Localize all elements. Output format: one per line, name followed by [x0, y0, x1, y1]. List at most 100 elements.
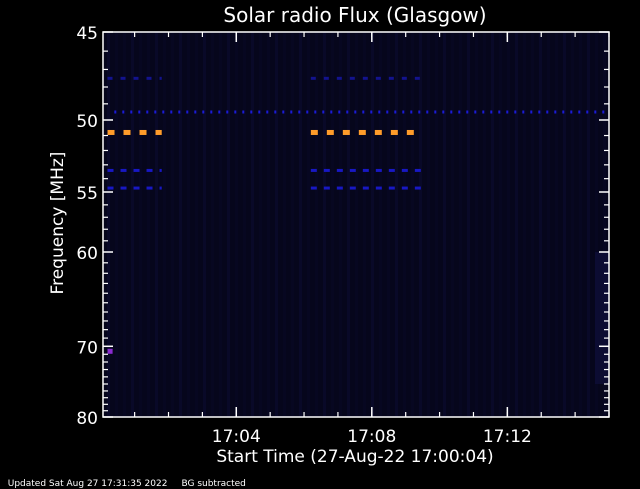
- feature-interference-49-5: [330, 110, 333, 114]
- feature-interference-49-5: [586, 110, 589, 114]
- feature-interference-53-5: [362, 168, 369, 172]
- feature-interference-54-7: [146, 186, 153, 190]
- x-tick-label: 17:08: [347, 427, 396, 447]
- spectrogram-column: [539, 32, 542, 417]
- feature-interference-49-5: [346, 110, 349, 114]
- feature-interference-47-5: [414, 76, 420, 80]
- spectrogram-column: [339, 32, 342, 417]
- feature-interference-54-7: [336, 186, 343, 190]
- feature-interference-54-7: [362, 186, 369, 190]
- spectrogram-column: [395, 32, 398, 417]
- y-tick-label: 45: [76, 24, 98, 44]
- feature-interference-49-5: [122, 110, 125, 114]
- x-axis-ticks: 17:04 17:08 17:12: [134, 32, 610, 447]
- spectrogram-column: [203, 32, 206, 417]
- feature-interference-49-5: [130, 110, 133, 114]
- feature-interference-53-5: [349, 168, 356, 172]
- feature-interference-49-5: [210, 110, 213, 114]
- feature-interference-47-5: [310, 76, 316, 80]
- feature-interference-49-5: [434, 110, 437, 114]
- feature-interference-47-5: [323, 76, 329, 80]
- feature-interference-50: [155, 129, 162, 135]
- spectrogram-column: [243, 32, 246, 417]
- spectrogram-column: [163, 32, 166, 417]
- spectrogram-column: [547, 32, 550, 417]
- feature-interference-54-7: [375, 186, 382, 190]
- feature-interference-49-5: [538, 110, 541, 114]
- spectrogram-column: [187, 32, 190, 417]
- feature-interference-49-5: [338, 110, 341, 114]
- feature-interference-49-5: [546, 110, 549, 114]
- feature-interference-49-5: [146, 110, 149, 114]
- y-tick-label: 80: [76, 409, 98, 429]
- feature-interference-47-5: [146, 76, 152, 80]
- feature-interference-49-5: [418, 110, 421, 114]
- feature-interference-50: [406, 129, 414, 135]
- x-tick-label: 17:04: [212, 427, 261, 447]
- spectrogram-column: [555, 32, 558, 417]
- x-tick-label: 17:12: [483, 427, 532, 447]
- spectrogram-column: [171, 32, 174, 417]
- feature-interference-50: [139, 129, 147, 135]
- feature-interference-54-7: [323, 186, 330, 190]
- feature-interference-49-5: [402, 110, 405, 114]
- spectrogram-column: [331, 32, 334, 417]
- feature-interference-49-5: [386, 110, 389, 114]
- feature-interference-49-5: [162, 110, 165, 114]
- feature-interference-49-5: [554, 110, 557, 114]
- spectrogram-column: [147, 32, 150, 417]
- spectrogram-column: [267, 32, 270, 417]
- spectrogram-column: [251, 32, 254, 417]
- feature-interference-53-5: [146, 168, 153, 172]
- spectrogram-column: [299, 32, 302, 417]
- spectrogram-column: [459, 32, 462, 417]
- spectrogram-column: [307, 32, 310, 417]
- feature-interference-50: [390, 129, 398, 135]
- feature-interference-49-5: [482, 110, 485, 114]
- feature-interference-49-5: [370, 110, 373, 114]
- feature-interference-49-5: [170, 110, 173, 114]
- feature-interference-49-5: [450, 110, 453, 114]
- spectrogram-column: [227, 32, 230, 417]
- feature-interference-53-5: [401, 168, 408, 172]
- feature-interference-50: [123, 129, 131, 135]
- y-tick-label: 70: [76, 338, 98, 358]
- feature-interference-54-7: [401, 186, 408, 190]
- feature-interference-49-5: [282, 110, 285, 114]
- spectrogram-column: [115, 32, 118, 417]
- feature-interference-49-5: [234, 110, 237, 114]
- spectrogram-column: [419, 32, 422, 417]
- feature-interference-54-7: [107, 186, 114, 190]
- feature-interference-49-5: [362, 110, 365, 114]
- spectrogram-column: [403, 32, 406, 417]
- y-axis-label: Frequency [MHz]: [48, 152, 68, 295]
- spectrogram-column: [315, 32, 318, 417]
- spectrogram-column: [387, 32, 390, 417]
- feature-interference-53-5: [159, 168, 162, 172]
- feature-interference-49-5: [242, 110, 245, 114]
- feature-interference-47-5: [133, 76, 139, 80]
- spectrogram-column: [507, 32, 510, 417]
- spectrogram-column: [427, 32, 430, 417]
- spectrogram-column: [323, 32, 326, 417]
- feature-interference-49-5: [138, 110, 141, 114]
- spectrogram-column: [523, 32, 526, 417]
- y-axis-ticks: 45 50 55 60 70 80: [76, 24, 609, 429]
- feature-interference-49-5: [498, 110, 501, 114]
- feature-interference-49-5: [290, 110, 293, 114]
- feature-interference-47-5: [375, 76, 381, 80]
- feature-interference-53-5: [107, 168, 114, 172]
- feature-interference-53-5: [310, 168, 317, 172]
- plot-frame: [102, 31, 610, 418]
- feature-interference-49-5: [194, 110, 197, 114]
- spectrogram-features: [107, 76, 605, 354]
- spectrogram-edge-patch: [595, 252, 609, 384]
- feature-interference-53-5: [388, 168, 395, 172]
- feature-interference-49-5: [266, 110, 269, 114]
- feature-interference-49-5: [442, 110, 445, 114]
- spectrogram-column: [595, 32, 598, 417]
- feature-interference-54-7: [414, 186, 421, 190]
- feature-interference-50: [326, 129, 334, 135]
- feature-interference-50: [107, 129, 115, 135]
- spectrogram-column: [283, 32, 286, 417]
